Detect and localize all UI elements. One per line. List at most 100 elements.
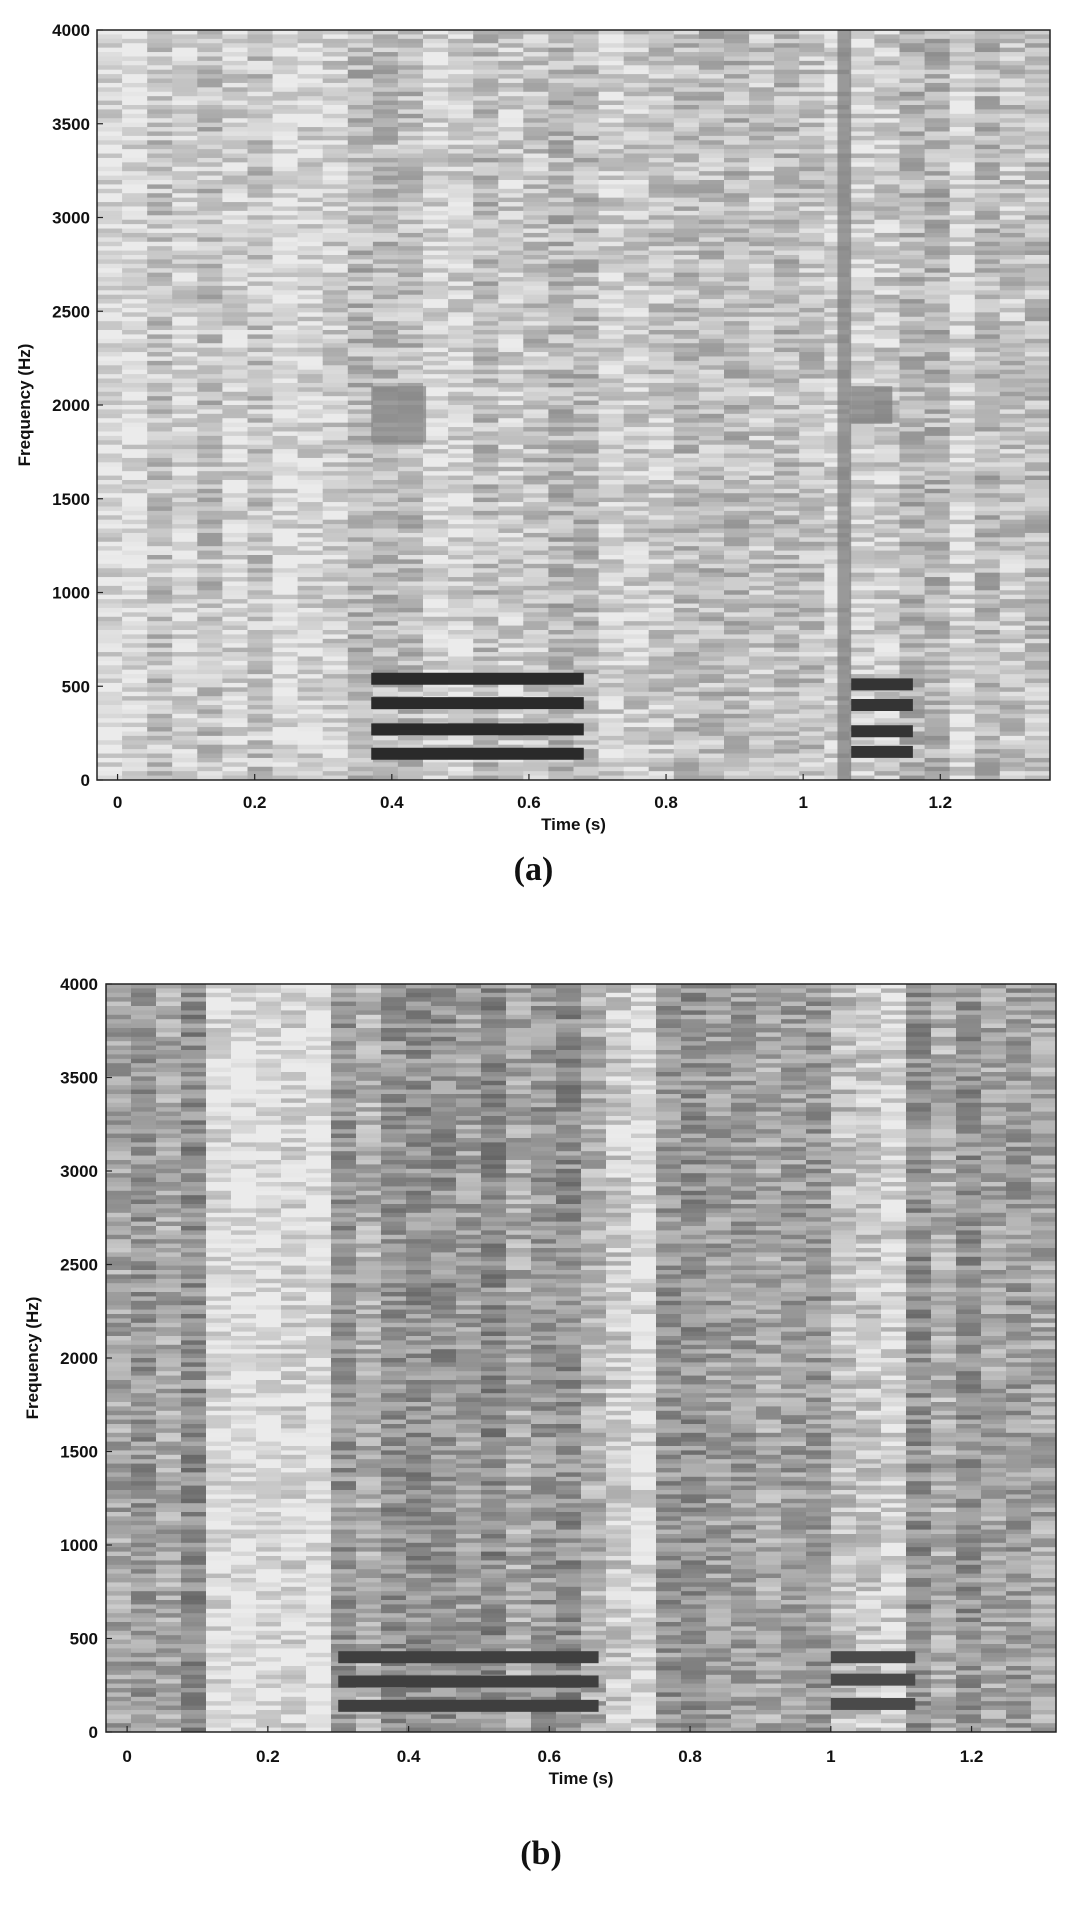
spectrogram-cell [573,599,600,604]
spectrogram-cell [799,493,825,499]
spectrogram-cell [247,250,274,256]
spectrogram-cell [598,665,625,671]
spectrogram-cell [222,682,249,688]
spectrogram-cell [573,753,600,759]
spectrogram-cell [147,757,173,763]
spectrogram-cell [774,713,800,719]
spectrogram-cell [648,718,675,724]
spectrogram-cell [397,616,424,622]
spectrogram-cell [598,171,625,176]
spectrogram-cell [448,691,474,697]
spectrogram-cell [97,360,123,366]
spectrogram-cell [322,369,349,375]
spectrogram-cell [272,149,299,154]
spectrogram-cell [222,594,249,600]
spectrogram-cell [774,259,800,265]
spectrogram-cell [749,69,775,75]
spectrogram-cell [397,127,424,132]
spectrogram-cell [397,105,424,110]
spectrogram-cell [197,427,223,432]
spectrogram-cell [548,391,575,397]
spectrogram-cell [673,749,700,754]
spectrogram-cell [272,625,299,631]
spectrogram-cell [498,162,524,168]
spectrogram-cell [448,594,474,600]
spectrogram-cell [774,197,800,203]
spectrogram-cell [347,577,374,582]
spectrogram-cell [297,577,324,582]
spectrogram-cell [824,272,850,278]
spectrogram-cell [724,471,750,476]
spectrogram-cell [322,519,349,525]
spectrogram-cell [397,334,424,340]
spectrogram-cell [147,91,173,97]
spectrogram-cell [523,647,549,653]
spectrogram-cell [498,303,524,309]
spectrogram-cell [698,449,725,454]
spectrogram-cell [372,30,399,35]
spectrogram-cell [97,532,123,538]
spectrogram-cell [648,197,675,203]
spectrogram-cell [698,625,725,631]
spectrogram-cell [222,232,249,238]
spectrogram-cell [397,202,424,207]
spectrogram-cell [322,687,349,693]
spectrogram-cell [573,175,600,181]
spectrogram-cell [297,638,324,644]
spectrogram-cell [648,634,675,640]
spectrogram-cell [548,709,575,715]
spectrogram-cell [122,374,148,379]
spectrogram-cell [724,387,750,393]
spectrogram-cell [122,546,148,551]
spectrogram-cell [97,303,123,309]
spectrogram-cell [523,744,549,750]
spectrogram-cell [548,510,575,516]
spectrogram-cell [122,263,148,269]
spectrogram-cell [322,330,349,335]
spectrogram-cell [698,762,725,768]
spectrogram-cell [448,559,474,565]
spectrogram-cell [774,515,800,521]
spectrogram-cell [297,541,324,547]
spectrogram-cell [397,713,424,719]
spectrogram-cell [297,687,324,693]
spectrogram-cell [598,285,625,291]
spectrogram-cell [97,30,123,35]
spectrogram-cell [272,374,299,379]
spectrogram-cell [272,718,299,724]
spectrogram-cell [673,153,700,159]
spectrogram-cell [297,440,324,446]
spectrogram-cell [423,572,449,578]
spectrogram-cell [197,590,223,596]
spectrogram-cell [598,638,625,644]
spectrogram-cell [197,488,223,494]
spectrogram-cell [448,325,474,331]
spectrogram-cell [598,705,625,710]
spectrogram-cell [272,630,299,635]
spectrogram-cell [172,347,198,353]
spectrogram-cell [724,312,750,318]
spectrogram-cell [172,175,198,181]
spectrogram-cell [448,502,474,507]
spectrogram-cell [297,696,324,701]
spectrogram-cell [272,356,299,362]
spectrogram-cell [548,449,575,454]
spectrogram-cell [598,360,625,366]
spectrogram-cell [724,100,750,106]
spectrogram-cell [272,541,299,547]
spectrogram-cell [673,294,700,300]
spectrogram-cell [698,184,725,190]
spectrogram-cell [247,78,274,84]
spectrogram-cell [573,105,600,110]
spectrogram-cell [372,440,399,446]
spectrogram-cell [573,365,600,371]
spectrogram-cell [448,259,474,265]
spectrogram-cell [322,263,349,269]
spectrogram-cell [724,607,750,613]
spectrogram-cell [799,374,825,379]
spectrogram-cell [724,497,750,503]
spectrogram-cell [724,616,750,622]
spectrogram-cell [673,268,700,274]
spectrogram-cell [147,678,173,684]
spectrogram-cell [498,325,524,331]
